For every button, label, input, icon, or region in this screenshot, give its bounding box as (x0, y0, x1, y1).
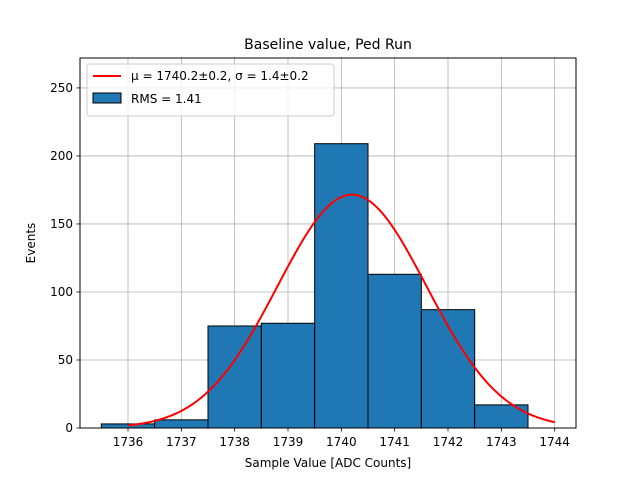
legend-histogram-label: RMS = 1.41 (131, 92, 202, 106)
chart-title: Baseline value, Ped Run (244, 37, 412, 53)
x-tick-label: 1737 (166, 435, 197, 449)
x-tick-label: 1743 (486, 435, 517, 449)
x-tick-label: 1739 (273, 435, 304, 449)
legend-fit-label: μ = 1740.2±0.2, σ = 1.4±0.2 (131, 69, 309, 83)
gaussian-fit-curve (127, 193, 555, 427)
y-tick-label: 50 (58, 353, 73, 367)
y-axis-ticks: 0 50 100 150 200 250 (50, 81, 80, 435)
histogram-bar (314, 143, 369, 429)
histogram-bar (154, 419, 209, 429)
y-tick-label: 100 (50, 285, 73, 299)
histogram-bars (100, 143, 529, 429)
x-tick-label: 1744 (539, 435, 570, 449)
y-axis-label: Events (24, 223, 38, 264)
x-tick-label: 1741 (379, 435, 410, 449)
x-tick-label: 1738 (219, 435, 250, 449)
y-tick-label: 150 (50, 217, 73, 231)
x-tick-label: 1742 (433, 435, 464, 449)
histogram-bar (367, 273, 422, 429)
legend-box (86, 63, 335, 117)
x-tick-label: 1740 (326, 435, 357, 449)
x-axis-ticks: 1736 1737 1738 1739 1740 1741 1742 1743 1744 (113, 428, 570, 449)
x-axis-label: Sample Value [ADC Counts] (245, 456, 411, 470)
histogram-bar (207, 325, 262, 429)
histogram-bar (260, 322, 316, 429)
histogram-bar (420, 309, 476, 429)
x-tick-label: 1736 (113, 435, 144, 449)
y-tick-label: 200 (50, 149, 73, 163)
y-tick-label: 250 (50, 81, 73, 95)
y-tick-label: 0 (65, 421, 73, 435)
legend-histogram-swatch (92, 92, 122, 104)
legend: μ = 1740.2±0.2, σ = 1.4±0.2 RMS = 1.41 (86, 63, 335, 117)
plot-frame (79, 57, 577, 429)
